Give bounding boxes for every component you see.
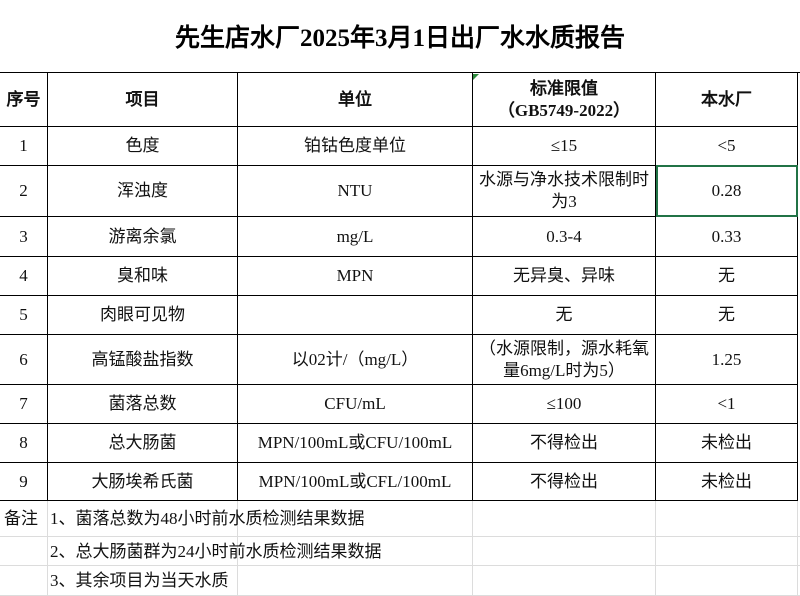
cell-no: 7 [0, 385, 48, 424]
cell-plant: 0.33 [656, 217, 798, 257]
cell-item: 高锰酸盐指数 [48, 335, 238, 385]
grid-cell [656, 566, 798, 596]
cell-no: 4 [0, 257, 48, 296]
cell-plant: 未检出 [656, 424, 798, 463]
grid-cell [656, 537, 798, 566]
grid-cell [48, 501, 238, 537]
cell-plant: 无 [656, 257, 798, 296]
grid-cell [0, 537, 48, 566]
grid-cell [0, 501, 48, 537]
cell-no: 9 [0, 463, 48, 501]
note-text: 3、其余项目为当天水质 [50, 571, 229, 590]
grid-cell [798, 501, 800, 537]
cell-plant: <1 [656, 385, 798, 424]
cell-unit: NTU [238, 166, 473, 217]
cell-standard: 不得检出 [473, 463, 656, 501]
cell-standard: 无 [473, 296, 656, 335]
note-text: 2、总大肠菌群为24小时前水质检测结果数据 [50, 541, 382, 561]
cell-unit: mg/L [238, 217, 473, 257]
cell-unit: 铂钴色度单位 [238, 127, 473, 166]
report-title: 先生店水厂2025年3月1日出厂水水质报告 [0, 0, 800, 73]
cell-standard: 无异臭、异味 [473, 257, 656, 296]
cell-item: 游离余氯 [48, 217, 238, 257]
cell-item: 浑浊度 [48, 166, 238, 217]
cell-item: 总大肠菌 [48, 424, 238, 463]
cell-item: 色度 [48, 127, 238, 166]
cell-no: 6 [0, 335, 48, 385]
cell-standard: 水源与净水技术限制时为3 [473, 166, 656, 217]
comment-indicator [473, 74, 479, 80]
cell-no: 2 [0, 166, 48, 217]
grid-cell [798, 537, 800, 566]
cell-unit: MPN/100mL或CFL/100mL [238, 463, 473, 501]
header-item: 项目 [48, 73, 238, 127]
cell-no: 3 [0, 217, 48, 257]
cell-unit: CFU/mL [238, 385, 473, 424]
grid-cell [48, 537, 238, 566]
cell-standard: （水源限制，源水耗氧量6mg/L时为5） [473, 335, 656, 385]
grid-cell [656, 501, 798, 537]
cell-unit: 以02计/（mg/L） [238, 335, 473, 385]
cell-unit [238, 296, 473, 335]
cell-standard: 不得检出 [473, 424, 656, 463]
header-unit: 单位 [238, 73, 473, 127]
cell-unit: MPN [238, 257, 473, 296]
cell-item: 臭和味 [48, 257, 238, 296]
cell-item: 菌落总数 [48, 385, 238, 424]
grid-cell [473, 501, 656, 537]
cell-item: 肉眼可见物 [48, 296, 238, 335]
cell-standard: ≤100 [473, 385, 656, 424]
cell-plant: 无 [656, 296, 798, 335]
cell-no: 8 [0, 424, 48, 463]
cell-no: 5 [0, 296, 48, 335]
grid-cell [238, 537, 473, 566]
header-standard: 标准限值 （GB5749-2022） [473, 73, 656, 127]
grid-cell [473, 537, 656, 566]
cell-plant: 未检出 [656, 463, 798, 501]
cell-no: 1 [0, 127, 48, 166]
header-no: 序号 [0, 73, 48, 127]
cell-item: 大肠埃希氏菌 [48, 463, 238, 501]
selected-cell-outline [656, 165, 798, 217]
cell-unit: MPN/100mL或CFU/100mL [238, 424, 473, 463]
cell-plant: <5 [656, 127, 798, 166]
cell-standard: ≤15 [473, 127, 656, 166]
cell-plant: 1.25 [656, 335, 798, 385]
cell-standard: 0.3-4 [473, 217, 656, 257]
notes-label: 备注 [4, 509, 38, 528]
header-plant: 本水厂 [656, 73, 798, 127]
note-text: 1、菌落总数为48小时前水质检测结果数据 [50, 509, 365, 528]
grid-cell [0, 566, 48, 596]
grid-cell [238, 501, 473, 537]
